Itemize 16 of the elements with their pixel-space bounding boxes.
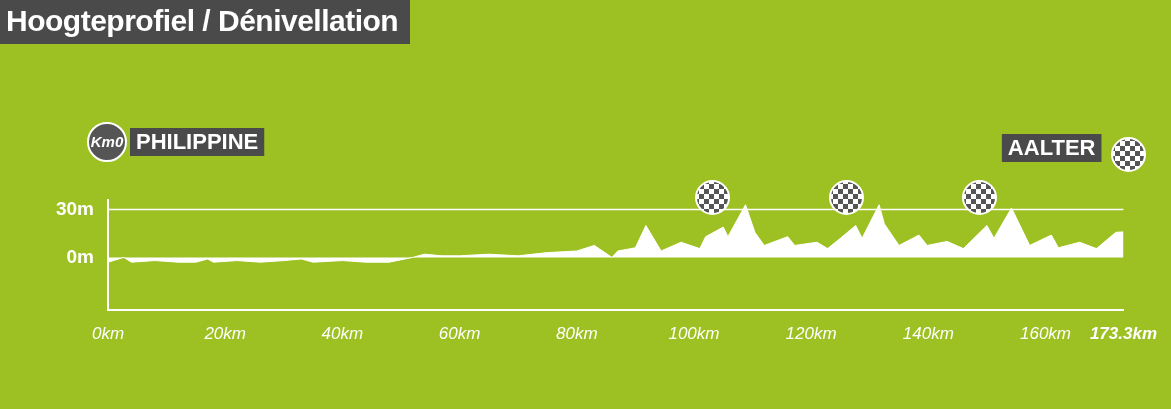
x-tick-label: 140km: [902, 323, 954, 343]
x-tick-label: 60km: [438, 323, 481, 343]
y-tick-label: 30m: [55, 197, 94, 219]
x-tick-label: 20km: [203, 323, 246, 343]
x-tick-label: 80km: [555, 323, 598, 343]
text: AALTER: [1007, 135, 1096, 161]
x-tick-label: 160km: [1020, 323, 1072, 343]
y-tick-label: 0m: [66, 245, 94, 267]
x-tick-label: 100km: [668, 323, 720, 343]
x-tick-label: 173.3km: [1089, 323, 1158, 343]
text: Km0: [90, 133, 124, 151]
x-tick-label: 120km: [785, 323, 837, 343]
text: PHILIPPINE: [136, 129, 259, 155]
x-tick-label: 40km: [321, 323, 364, 343]
x-tick-label: 0km: [91, 323, 125, 343]
chart-title: Hoogteprofiel / Dénivellation: [0, 0, 411, 44]
